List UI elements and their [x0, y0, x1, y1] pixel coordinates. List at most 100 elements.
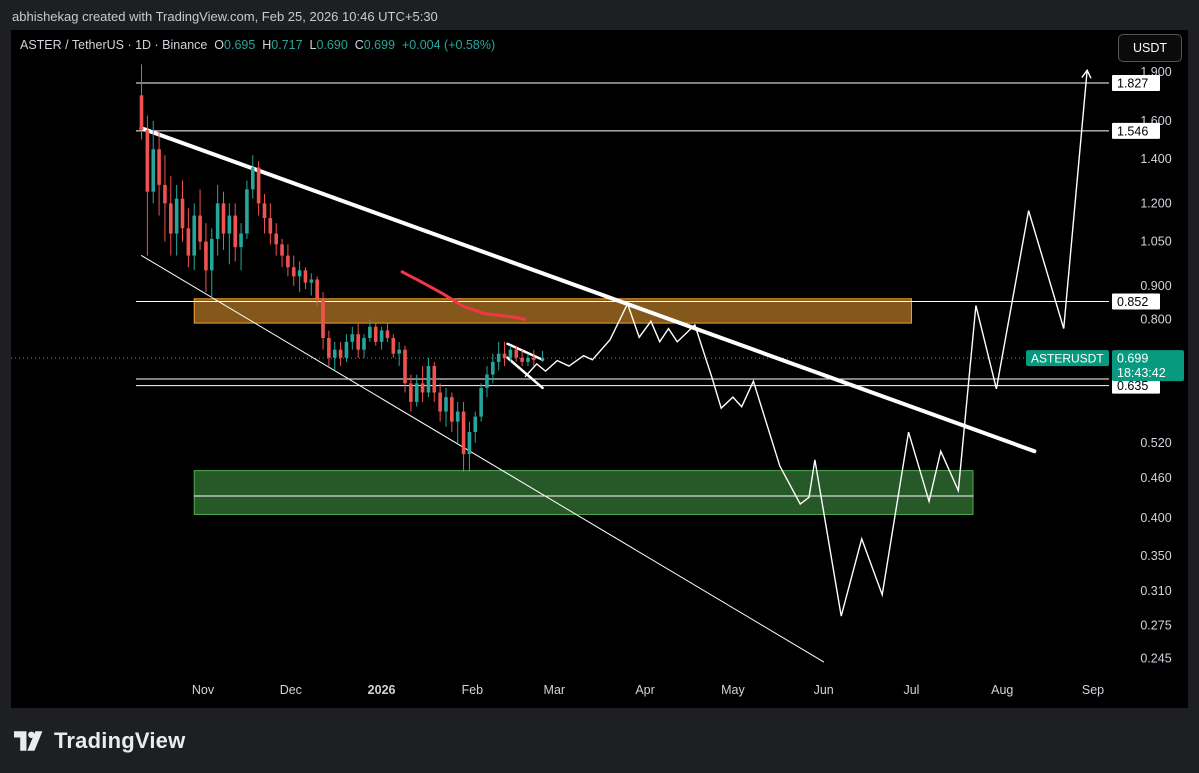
candle: [432, 361, 437, 402]
candle-body: [151, 149, 156, 192]
candle: [245, 180, 249, 239]
candle: [332, 341, 337, 371]
y-axis-tick-label: 0.800: [1140, 312, 1171, 326]
candle: [532, 349, 536, 367]
candle: [467, 421, 472, 472]
candle-body: [467, 432, 472, 455]
candle: [215, 184, 220, 256]
price-level-tag-text: 0.852: [1117, 295, 1148, 309]
low-value: 0.690: [316, 38, 348, 52]
flag-lower-line[interactable]: [506, 356, 544, 390]
currency-button[interactable]: USDT: [1118, 34, 1182, 62]
lower-channel-line[interactable]: [141, 255, 825, 663]
candle-body: [180, 198, 185, 229]
candle: [286, 244, 290, 277]
candle-body: [385, 330, 390, 338]
candle-body: [198, 215, 202, 242]
candle: [186, 208, 191, 268]
low-label: L: [309, 38, 317, 52]
moving-average-line[interactable]: [400, 270, 527, 321]
candle: [444, 387, 448, 427]
candle-body: [221, 203, 226, 234]
y-axis-tick-label: 0.400: [1140, 511, 1171, 525]
projected-path-line[interactable]: [524, 70, 1088, 617]
candle: [297, 261, 302, 293]
candle: [502, 341, 507, 367]
candle-body: [297, 270, 302, 277]
countdown-tag-text: 18:43:42: [1117, 366, 1166, 380]
candle: [356, 323, 360, 358]
resistance-zone[interactable]: [193, 298, 912, 324]
candle-body: [502, 353, 507, 358]
candle: [520, 349, 524, 367]
candle-body: [332, 349, 337, 358]
y-axis-tick-label: 0.275: [1140, 618, 1171, 632]
flag-upper-line[interactable]: [506, 342, 544, 362]
x-axis-tick-label: 2026: [368, 683, 396, 697]
x-axis-tick-label: May: [721, 683, 745, 697]
candle: [303, 267, 308, 289]
candle-body: [291, 267, 296, 277]
price-level-tag-box: [1112, 75, 1160, 91]
candle: [409, 374, 413, 412]
candle: [526, 353, 530, 367]
candle-body: [432, 366, 437, 393]
y-axis-tick-label: 1.200: [1140, 196, 1171, 210]
candle-body: [391, 337, 396, 354]
tradingview-logo[interactable]: TradingView: [14, 728, 185, 754]
candle-body: [409, 383, 413, 402]
candle-body: [414, 383, 419, 402]
candle: [145, 115, 150, 256]
price-level-tag[interactable]: 0.852: [1112, 293, 1160, 310]
chart-canvas[interactable]: 1.9001.6001.4001.2001.0500.9000.8000.520…: [11, 30, 1188, 708]
support-zone[interactable]: [193, 470, 974, 515]
x-axis-tick-label: Mar: [544, 683, 566, 697]
candle-body: [485, 374, 489, 388]
tradingview-logo-icon: [14, 731, 43, 751]
price-level-tag[interactable]: 0.635: [1112, 377, 1160, 394]
x-axis-tick-label: Dec: [280, 683, 302, 697]
candle: [496, 341, 501, 371]
candle: [291, 255, 296, 286]
candle-body: [473, 416, 478, 433]
x-axis-tick-label: Sep: [1082, 683, 1104, 697]
y-axis-tick-label: 0.460: [1140, 471, 1171, 485]
price-level-tag-text: 1.546: [1117, 124, 1148, 138]
candle-body: [373, 326, 378, 342]
candle: [321, 292, 325, 350]
candle: [397, 341, 401, 367]
candle: [209, 228, 214, 299]
open-label: O: [214, 38, 225, 52]
candle: [540, 350, 545, 362]
candle: [368, 319, 372, 342]
candle: [198, 189, 202, 250]
x-axis-tick-label: Apr: [635, 683, 654, 697]
chart-area[interactable]: 1.900 1.600 1.400 1.200 1.050 0.900 0.800 0.520…: [11, 30, 1188, 708]
symbol-tag-box: [1026, 350, 1109, 367]
candle: [157, 130, 161, 216]
candle-body: [209, 238, 214, 271]
candle-body: [256, 167, 261, 204]
candle-body: [192, 215, 197, 256]
candle-body: [526, 357, 530, 362]
price-level-tag[interactable]: 1.827: [1112, 75, 1160, 91]
candle: [491, 353, 495, 384]
candle: [139, 64, 144, 140]
price-level-tag[interactable]: 1.546: [1112, 122, 1160, 139]
symbol-label[interactable]: ASTER / TetherUS · 1D · Binance: [20, 38, 208, 52]
candle-body: [496, 353, 501, 362]
candle: [221, 191, 226, 250]
projection-arrow-head: [1081, 68, 1092, 79]
x-axis-tick-label: Jun: [814, 683, 834, 697]
candle-body: [455, 411, 460, 422]
candle-body: [420, 383, 425, 393]
candle: [315, 276, 319, 306]
x-axis-tick-label: Aug: [991, 683, 1013, 697]
candle: [338, 341, 343, 367]
candle: [414, 374, 419, 407]
candle: [174, 184, 179, 256]
candle-body: [174, 198, 179, 234]
candle: [204, 223, 208, 293]
descending-resistance-line[interactable]: [139, 126, 1037, 454]
